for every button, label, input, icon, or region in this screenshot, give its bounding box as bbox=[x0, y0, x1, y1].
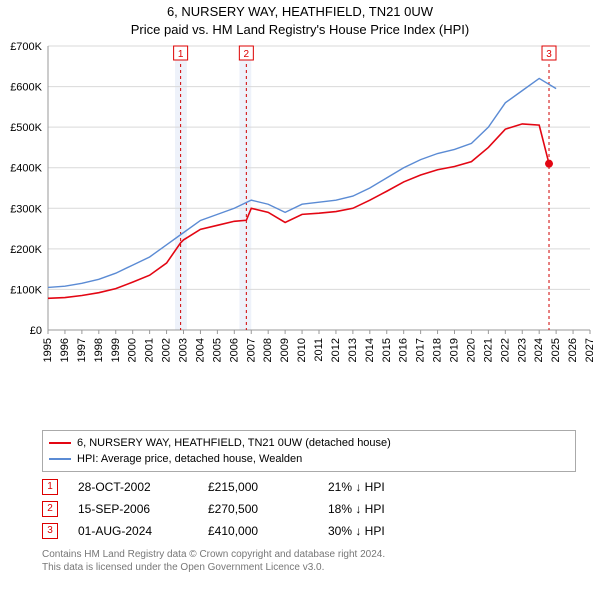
svg-text:1: 1 bbox=[178, 49, 184, 60]
footer: Contains HM Land Registry data © Crown c… bbox=[42, 548, 385, 574]
svg-text:2025: 2025 bbox=[550, 338, 562, 362]
figure-container: { "title_line1": "6, NURSERY WAY, HEATHF… bbox=[0, 0, 600, 590]
svg-text:£700K: £700K bbox=[10, 41, 42, 53]
svg-text:2002: 2002 bbox=[161, 338, 173, 362]
svg-text:£0: £0 bbox=[30, 325, 42, 337]
svg-text:2013: 2013 bbox=[347, 338, 359, 362]
svg-text:2009: 2009 bbox=[279, 338, 291, 362]
svg-text:1998: 1998 bbox=[93, 338, 105, 362]
svg-text:2: 2 bbox=[244, 49, 250, 60]
chart-title-line2: Price paid vs. HM Land Registry's House … bbox=[0, 22, 600, 37]
table-row: 2 15-SEP-2006 £270,500 18% ↓ HPI bbox=[42, 499, 448, 519]
svg-text:2024: 2024 bbox=[533, 338, 545, 362]
svg-text:2012: 2012 bbox=[330, 338, 342, 362]
legend-item: HPI: Average price, detached house, Weal… bbox=[49, 451, 569, 467]
legend-label: 6, NURSERY WAY, HEATHFIELD, TN21 0UW (de… bbox=[77, 435, 391, 451]
event-date: 01-AUG-2024 bbox=[78, 524, 208, 538]
event-delta: 18% ↓ HPI bbox=[328, 502, 448, 516]
event-index-box: 1 bbox=[42, 479, 58, 495]
footer-line: This data is licensed under the Open Gov… bbox=[42, 561, 385, 574]
event-delta: 21% ↓ HPI bbox=[328, 480, 448, 494]
svg-text:2017: 2017 bbox=[415, 338, 427, 362]
svg-text:2008: 2008 bbox=[262, 338, 274, 362]
svg-text:1996: 1996 bbox=[59, 338, 71, 362]
event-price: £215,000 bbox=[208, 480, 328, 494]
svg-text:£600K: £600K bbox=[10, 82, 42, 94]
event-date: 15-SEP-2006 bbox=[78, 502, 208, 516]
svg-text:1997: 1997 bbox=[76, 338, 88, 362]
svg-text:2021: 2021 bbox=[482, 338, 494, 362]
svg-text:2006: 2006 bbox=[228, 338, 240, 362]
svg-text:2010: 2010 bbox=[296, 338, 308, 362]
svg-text:2026: 2026 bbox=[567, 338, 579, 362]
legend-swatch bbox=[49, 442, 71, 444]
svg-text:2003: 2003 bbox=[178, 338, 190, 362]
svg-text:£300K: £300K bbox=[10, 203, 42, 215]
price-chart: £0 £100K £200K £300K £400K £500K £600K £700K 199… bbox=[0, 40, 600, 400]
svg-text:2023: 2023 bbox=[516, 338, 528, 362]
svg-text:£400K: £400K bbox=[10, 163, 42, 175]
event-date: 28-OCT-2002 bbox=[78, 480, 208, 494]
chart-title-line1: 6, NURSERY WAY, HEATHFIELD, TN21 0UW bbox=[0, 4, 600, 19]
svg-text:3: 3 bbox=[546, 49, 552, 60]
svg-text:1999: 1999 bbox=[110, 338, 122, 362]
svg-text:2018: 2018 bbox=[432, 338, 444, 362]
legend: 6, NURSERY WAY, HEATHFIELD, TN21 0UW (de… bbox=[42, 430, 576, 472]
event-index-box: 3 bbox=[42, 523, 58, 539]
event-delta: 30% ↓ HPI bbox=[328, 524, 448, 538]
event-price: £410,000 bbox=[208, 524, 328, 538]
table-row: 1 28-OCT-2002 £215,000 21% ↓ HPI bbox=[42, 477, 448, 497]
footer-line: Contains HM Land Registry data © Crown c… bbox=[42, 548, 385, 561]
svg-text:2014: 2014 bbox=[364, 338, 376, 362]
event-index-box: 2 bbox=[42, 501, 58, 517]
svg-text:2027: 2027 bbox=[584, 338, 596, 362]
events-table: 1 28-OCT-2002 £215,000 21% ↓ HPI 2 15-SE… bbox=[42, 475, 448, 541]
svg-text:£500K: £500K bbox=[10, 122, 42, 134]
svg-text:2000: 2000 bbox=[127, 338, 139, 362]
svg-text:2022: 2022 bbox=[499, 338, 511, 362]
svg-text:2001: 2001 bbox=[144, 338, 156, 362]
svg-text:2007: 2007 bbox=[245, 338, 257, 362]
svg-text:2015: 2015 bbox=[381, 338, 393, 362]
event-price: £270,500 bbox=[208, 502, 328, 516]
legend-label: HPI: Average price, detached house, Weal… bbox=[77, 451, 302, 467]
legend-swatch bbox=[49, 458, 71, 460]
svg-text:£200K: £200K bbox=[10, 244, 42, 256]
svg-text:2005: 2005 bbox=[211, 338, 223, 362]
legend-item: 6, NURSERY WAY, HEATHFIELD, TN21 0UW (de… bbox=[49, 435, 569, 451]
svg-text:2011: 2011 bbox=[313, 338, 325, 362]
svg-text:2004: 2004 bbox=[194, 338, 206, 362]
svg-text:2016: 2016 bbox=[398, 338, 410, 362]
table-row: 3 01-AUG-2024 £410,000 30% ↓ HPI bbox=[42, 521, 448, 541]
svg-text:2020: 2020 bbox=[465, 338, 477, 362]
svg-text:£100K: £100K bbox=[10, 284, 42, 296]
svg-text:2019: 2019 bbox=[449, 338, 461, 362]
svg-text:1995: 1995 bbox=[42, 338, 54, 362]
